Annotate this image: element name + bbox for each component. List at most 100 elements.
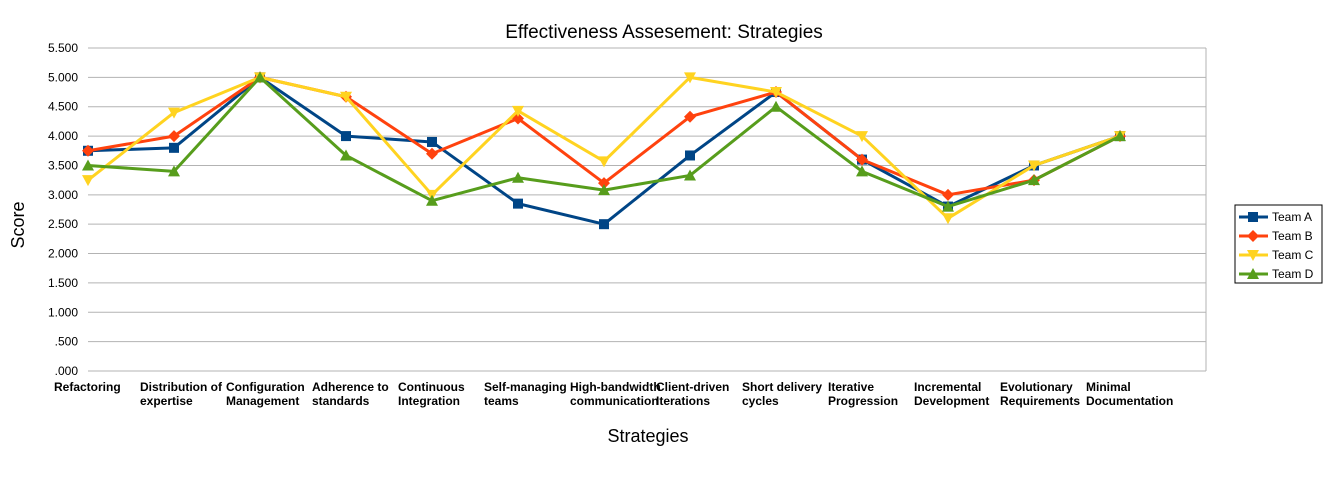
x-tick-line: Evolutionary: [1000, 380, 1073, 394]
data-point: [598, 156, 610, 168]
x-tick-line: expertise: [140, 394, 193, 408]
x-tick-line: standards: [312, 394, 370, 408]
x-tick-line: Development: [914, 394, 989, 408]
x-tick-line: Incremental: [914, 380, 981, 394]
series-group: [82, 71, 1126, 230]
y-tick-label: 1.500: [48, 276, 78, 290]
legend-marker: [1247, 250, 1259, 261]
y-tick-label: 3.000: [48, 188, 78, 202]
data-point: [770, 87, 782, 99]
y-tick-label: 1.000: [48, 305, 78, 319]
data-point: [942, 213, 954, 225]
y-tick-label: 2.500: [48, 217, 78, 231]
x-tick-line: teams: [484, 394, 519, 408]
data-point: [598, 184, 610, 196]
data-point: [1114, 130, 1126, 142]
x-tick-line: Requirements: [1000, 394, 1080, 408]
x-tick-line: Iterative: [828, 380, 874, 394]
data-point: [856, 153, 868, 166]
data-point: [1028, 174, 1040, 186]
legend-marker: [1248, 212, 1258, 222]
data-point: [512, 171, 524, 183]
x-tick-line: High-bandwidth: [570, 380, 661, 394]
data-point: [168, 107, 180, 119]
x-tick-label: Distribution of expertise: [140, 380, 223, 408]
x-tick-line: Iterations: [656, 394, 710, 408]
data-point: [427, 136, 437, 147]
legend-label: Team A: [1272, 210, 1312, 224]
data-point: [684, 72, 696, 84]
data-point: [856, 131, 868, 143]
gridlines: [88, 47, 1207, 372]
data-point: [340, 149, 352, 161]
legend-label: Team D: [1272, 267, 1314, 281]
data-point: [513, 198, 523, 209]
data-point: [1028, 160, 1040, 172]
data-point: [426, 194, 438, 206]
data-point: [770, 100, 782, 112]
legend-label: Team C: [1272, 248, 1314, 262]
y-tick-label: 2.000: [48, 247, 78, 261]
x-tick-line: Integration: [398, 394, 460, 408]
y-tick-label: 3.500: [48, 158, 78, 172]
data-point: [599, 219, 609, 230]
y-tick-label: 4.500: [48, 100, 78, 114]
y-axis-ticks: .000 .500 1.000 1.500 2.000 2.500 3.000 3.500 4.…: [48, 41, 78, 378]
data-point: [684, 110, 696, 123]
x-tick-line: Adherence to: [312, 380, 389, 394]
x-tick-label: Refactoring: [54, 380, 121, 394]
x-tick-line: communication: [570, 394, 659, 408]
data-point: [426, 147, 438, 160]
x-tick-line: Management: [226, 394, 299, 408]
data-point: [685, 150, 695, 161]
y-axis-title: Score: [8, 201, 28, 248]
x-tick-line: Continuous: [398, 380, 465, 394]
data-point: [82, 159, 94, 171]
x-tick-line: Self-managing: [484, 380, 567, 394]
y-tick-label: 5.000: [48, 70, 78, 84]
x-tick-line: Minimal: [1086, 380, 1131, 394]
data-point: [168, 165, 180, 177]
data-point: [684, 169, 696, 181]
x-tick-label: High-bandwidth communication: [570, 380, 661, 408]
y-tick-label: .000: [55, 364, 79, 378]
x-axis-ticks: Refactoring Distribution of expertiseConfi…: [54, 380, 1173, 408]
x-tick-line: Refactoring: [54, 380, 121, 394]
x-tick-label: Configuration Management: [226, 380, 305, 408]
x-tick-label: Incremental Development: [914, 380, 989, 408]
data-point: [942, 200, 954, 212]
legend: Team A Team B Team C Team D: [1234, 204, 1323, 284]
x-tick-label: Continuous Integration: [398, 380, 465, 408]
y-tick-label: 4.000: [48, 129, 78, 143]
data-point: [82, 175, 94, 187]
y-tick-label: 5.500: [48, 41, 78, 55]
chart-title: Effectiveness Assesement: Strategies: [505, 22, 823, 43]
legend-marker: [1247, 230, 1259, 242]
x-tick-label: Evolutionary Requirements: [1000, 380, 1080, 408]
data-point: [82, 144, 94, 157]
data-point: [254, 71, 266, 83]
legend-marker: [1247, 268, 1259, 279]
data-point: [598, 177, 610, 190]
x-tick-label: Client-driven Iterations: [656, 380, 729, 408]
x-tick-line: Progression: [828, 394, 898, 408]
x-tick-label: Short delivery cycles: [742, 380, 822, 408]
series-team-d: [82, 71, 1126, 212]
x-tick-line: Configuration: [226, 380, 305, 394]
data-point: [512, 105, 524, 117]
data-point: [340, 91, 352, 103]
x-tick-label: Minimal Documentation: [1086, 380, 1173, 408]
legend-label: Team B: [1272, 229, 1313, 243]
data-point: [942, 188, 954, 201]
x-tick-line: cycles: [742, 394, 779, 408]
x-axis-title: Strategies: [607, 426, 688, 446]
y-tick-label: .500: [55, 335, 79, 349]
data-point: [856, 165, 868, 177]
x-tick-label: Self-managing teams: [484, 380, 567, 408]
x-tick-label: Adherence to standards: [312, 380, 389, 408]
data-point: [168, 130, 180, 143]
x-tick-line: Short delivery: [742, 380, 822, 394]
